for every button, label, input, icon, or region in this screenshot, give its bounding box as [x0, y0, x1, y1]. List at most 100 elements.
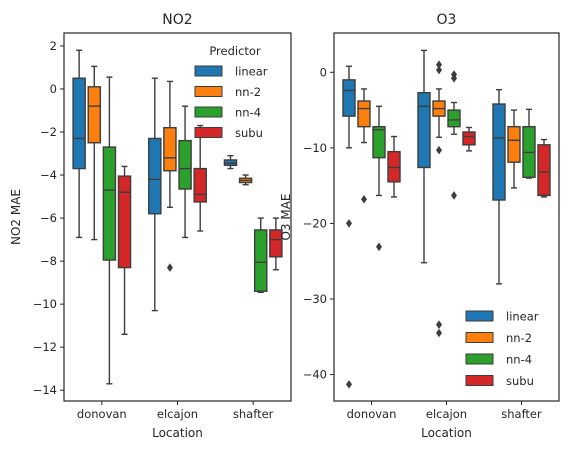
o3-legend-item-nn-4: nn-4: [465, 353, 532, 367]
o3-box-nn-2-shafter-iqr-box: [507, 126, 521, 163]
o3-chart-panel: O3 Location O3 MAE 0 −10 −20 −30 −40 donovan e…: [279, 12, 560, 440]
o3-legend-label-linear: linear: [506, 310, 539, 324]
no2-axes-frame: [63, 32, 292, 402]
no2-box-nn-2-elcajon-outlier: [166, 263, 173, 272]
no2-box-nn-4-elcajon: [178, 105, 192, 239]
no2-legend-swatch-nn-2: [194, 86, 223, 97]
no2-x-tick-label-donovan: donovan: [77, 407, 127, 421]
no2-box-nn-4-shafter: [253, 217, 268, 294]
o3-legend-label-nn-2: nn-2: [506, 331, 532, 345]
o3-legend-item-nn-2: nn-2: [465, 331, 532, 345]
no2-y-tick-label: −4: [40, 168, 57, 182]
no2-box-nn-4-donovan: [102, 76, 117, 385]
no2-box-nn-2-elcajon-iqr-box: [163, 126, 177, 172]
o3-box-nn-2-elcajon: [432, 60, 446, 338]
no2-y-tick-label: −8: [40, 254, 57, 268]
o3-box-subu-donovan: [387, 135, 401, 198]
no2-box-linear-donovan: [72, 49, 86, 239]
no2-legend-swatch-nn-4: [194, 106, 223, 118]
no2-box-linear-shafter: [223, 154, 238, 170]
no2-box-nn-2-shafter: [238, 174, 253, 186]
no2-box-subu-shafter-iqr-box: [269, 229, 283, 258]
no2-box-nn-2-elcajon: [163, 80, 177, 272]
no2-legend-item-linear: linear: [194, 65, 268, 79]
o3-box-nn-4-donovan-outlier: [376, 242, 382, 252]
o3-box-linear-donovan-outlier: [346, 219, 352, 228]
o3-box-nn-2-shafter: [507, 109, 521, 189]
o3-box-subu-donovan-iqr-box: [387, 150, 401, 183]
no2-box-nn-4-elcajon-iqr-box: [178, 139, 192, 190]
no2-box-nn-4-donovan-iqr-box: [102, 146, 117, 261]
no2-x-tick-label-shafter: shafter: [233, 407, 274, 421]
o3-y-axis-label: O3 MAE: [279, 193, 293, 240]
o3-legend-label-nn-4: nn-4: [506, 353, 532, 367]
o3-box-nn-4-elcajon-iqr-box: [447, 109, 461, 128]
no2-y-tick-label: −10: [33, 297, 57, 311]
o3-box-nn-4-shafter: [522, 108, 536, 179]
o3-x-tick-label-donovan: donovan: [347, 407, 397, 421]
o3-box-linear-shafter: [492, 88, 506, 285]
o3-axes-frame: [333, 32, 560, 402]
o3-box-nn-2-elcajon-outlier: [436, 328, 442, 338]
o3-legend: linear nn-2 nn-4 subu: [465, 310, 539, 388]
no2-box-subu-elcajon: [193, 124, 207, 232]
no2-box-subu-elcajon-iqr-box: [193, 167, 207, 203]
no2-box-nn-2-donovan: [87, 65, 102, 241]
o3-y-tick-label: −30: [303, 292, 327, 306]
o3-box-linear-donovan: [342, 65, 356, 389]
o3-box-nn-4-donovan: [372, 105, 386, 252]
no2-box-subu-shafter: [269, 217, 283, 271]
o3-box-subu-shafter: [537, 138, 551, 198]
o3-box-nn-2-donovan: [357, 88, 371, 204]
o3-legend-swatch-linear: [465, 310, 494, 322]
no2-y-tick-label: 0: [50, 82, 57, 96]
no2-legend-label-linear: linear: [235, 65, 268, 79]
no2-box-linear-elcajon: [148, 77, 162, 312]
o3-box-nn-4-donovan-iqr-box: [372, 126, 386, 159]
o3-legend-swatch-nn-4: [465, 353, 494, 365]
no2-y-tick-label: −6: [40, 211, 57, 225]
o3-box-nn-2-elcajon-outlier: [436, 60, 442, 70]
no2-legend-swatch-subu: [194, 127, 223, 138]
o3-legend-swatch-subu: [465, 375, 494, 386]
o3-box-linear-donovan-iqr-box: [342, 79, 356, 117]
o3-x-axis-label: Location: [421, 426, 472, 440]
o3-box-nn-4-elcajon-outlier: [451, 74, 457, 83]
o3-box-subu-elcajon-iqr-box: [462, 131, 476, 146]
o3-box-subu-shafter-iqr-box: [537, 144, 551, 197]
o3-plot-area: 0 −10 −20 −30 −40 donovan elcajon shafter linear…: [303, 49, 551, 421]
o3-y-tick-label: −20: [303, 216, 327, 230]
o3-legend-item-subu: subu: [465, 374, 534, 388]
no2-y-tick-label: −2: [40, 125, 57, 139]
no2-box-nn-4-shafter-iqr-box: [253, 229, 268, 292]
no2-legend-item-nn-2: nn-2: [194, 85, 261, 99]
o3-box-nn-2-donovan-iqr-box: [357, 100, 371, 128]
o3-box-nn-2-elcajon-outlier: [436, 320, 442, 329]
no2-box-subu-donovan-iqr-box: [117, 175, 132, 269]
no2-y-axis-label: NO2 MAE: [9, 189, 23, 245]
o3-box-linear-shafter-iqr-box: [492, 103, 506, 201]
no2-legend-item-nn-4: nn-4: [194, 106, 261, 120]
no2-y-tick-label: −14: [33, 383, 57, 397]
o3-box-nn-2-elcajon-outlier: [436, 65, 442, 75]
no2-legend-label-subu: subu: [235, 126, 263, 140]
no2-box-linear-donovan-iqr-box: [72, 77, 86, 170]
no2-x-axis-label: Location: [152, 426, 203, 440]
no2-box-nn-2-donovan-iqr-box: [87, 86, 102, 144]
no2-chart-title: NO2: [162, 12, 192, 28]
o3-box-nn-4-elcajon: [447, 70, 461, 200]
o3-y-tick-label: 0: [320, 65, 327, 79]
no2-box-subu-donovan: [117, 165, 132, 335]
no2-legend-title: Predictor: [209, 44, 261, 58]
o3-box-nn-4-elcajon-outlier: [451, 191, 457, 200]
o3-chart-title: O3: [437, 12, 457, 28]
no2-y-tick-label: 2: [50, 39, 57, 53]
no2-chart-panel: NO2 Location NO2 MAE 2 0 −2 −4 −6 −8 −10 −12 −14…: [9, 12, 292, 440]
o3-legend-swatch-nn-2: [465, 332, 494, 343]
o3-legend-label-subu: subu: [506, 374, 534, 388]
no2-plot-area: 2 0 −2 −4 −6 −8 −10 −12 −14 donovan elcajon shafter…: [33, 39, 283, 421]
o3-box-linear-donovan-outlier: [346, 380, 352, 389]
o3-legend-item-linear: linear: [465, 310, 539, 324]
no2-box-linear-elcajon-iqr-box: [148, 137, 162, 215]
